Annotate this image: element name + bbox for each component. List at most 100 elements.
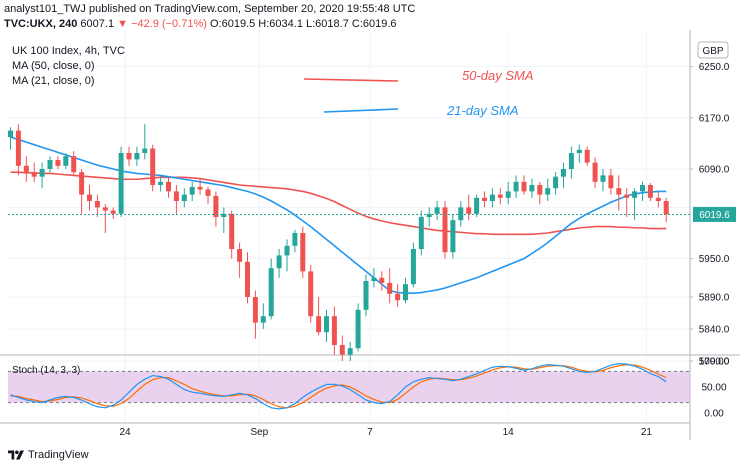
candle-body [403,284,408,301]
candle-body [474,197,480,214]
candle [221,207,227,233]
candle [316,297,322,336]
candle [300,226,306,278]
ma50-line [10,171,667,236]
candle-body [426,213,432,217]
price-tick-label: 6250.0 [699,62,730,73]
price-axis[interactable]: 6250.0 6170.0 6090.0 5950.0 5890.0 5840.0 5790… [690,62,730,368]
price-tick-label: 5790.0 [699,357,730,368]
candle [197,178,203,195]
candle-body [568,153,574,169]
time-tick-label: 7 [367,427,373,438]
time-tick-label: Sep [250,427,268,438]
candle-body [505,191,511,198]
candle [229,210,235,259]
time-axis[interactable]: 24 Sep 7 14 21 [119,427,652,438]
candle-body [647,185,653,198]
candle [355,303,361,352]
candle [134,146,140,166]
candle [237,242,243,278]
time-tick-label: 14 [503,427,515,438]
candle-body [63,156,69,166]
last-price-badge: 6019.6 [693,206,736,222]
candle-body [229,213,235,249]
candle [363,274,369,317]
candle [189,181,195,201]
candle-body [584,149,590,163]
candles [8,124,669,361]
candle-body [87,194,92,201]
candle [410,242,416,288]
ma50-legend[interactable]: MA (50, close, 0) [12,60,95,72]
candle-body [418,217,424,249]
candle-body [482,197,487,201]
time-tick-label: 21 [641,427,653,438]
candle [576,144,582,163]
candle [537,181,543,205]
candle [489,188,495,208]
moving-averages [10,136,667,294]
candle [150,144,156,192]
candle-body [600,175,606,182]
brand-name: TradingView [28,449,89,461]
candle [292,229,298,253]
candle-body [260,316,266,323]
candle [47,156,53,173]
candle-body [102,207,108,211]
candle-body [316,316,322,333]
candle [545,178,551,201]
candle [347,341,353,361]
ohlc-values: O:6019.5 H:6034.1 L:6018.7 C:6019.6 [209,18,397,30]
candle-body [237,249,243,262]
candle-body [15,130,21,166]
candle-body [94,201,100,208]
candle [252,290,258,339]
indicator-legend: UK 100 Index, 4h, TVC MA (50, close, 0) … [12,44,125,89]
candle [403,277,408,304]
candle-body [576,149,582,153]
candle [324,309,329,342]
candle [450,213,456,259]
candle [584,146,590,166]
candle [213,191,219,227]
publish-info: analyst101_TWJ published on TradingView.… [4,3,416,15]
candle-body [410,249,416,285]
candle-body [268,268,274,317]
candle [339,335,345,361]
currency-badge[interactable]: GBP [697,41,729,59]
stoch-tick-label: 50.00 [701,383,726,394]
instrument-title[interactable]: UK 100 Index, 4h, TVC [12,45,125,57]
candle-body [442,207,448,253]
symbol-row: TVC:UKX, 240 6007.1 ▼ −42.9 (−0.71%) O:6… [4,17,415,32]
candle [31,162,37,182]
candle [426,207,432,227]
price-tick-label: 5950.0 [699,254,730,265]
candle [632,188,638,221]
stoch-tick-label: 100.00 [699,357,730,368]
candle [205,186,211,205]
candle-body [126,153,132,160]
stoch-label[interactable]: Stoch (14, 3, 3) [12,365,80,376]
ma21-legend[interactable]: MA (21, close, 0) [12,75,95,87]
candle-body [308,271,314,317]
change-value: ▼ −42.9 (−0.71%) [117,18,207,30]
sma21-legend-line [323,108,399,113]
candle [608,169,614,195]
candle [8,127,13,150]
candle-body [529,185,535,192]
tradingview-logo-icon [8,450,24,460]
candle [268,258,274,320]
candle-body [245,261,250,297]
candle [118,146,124,217]
candle-body [513,181,519,192]
candle [308,265,314,323]
candle-body [371,277,377,281]
price-tick-label: 5890.0 [699,293,730,304]
candle-body [221,213,227,217]
candle-body [663,201,669,215]
candle-body [592,162,598,182]
candle [166,176,171,198]
sma50-legend-line [303,78,399,82]
candle [600,169,606,192]
